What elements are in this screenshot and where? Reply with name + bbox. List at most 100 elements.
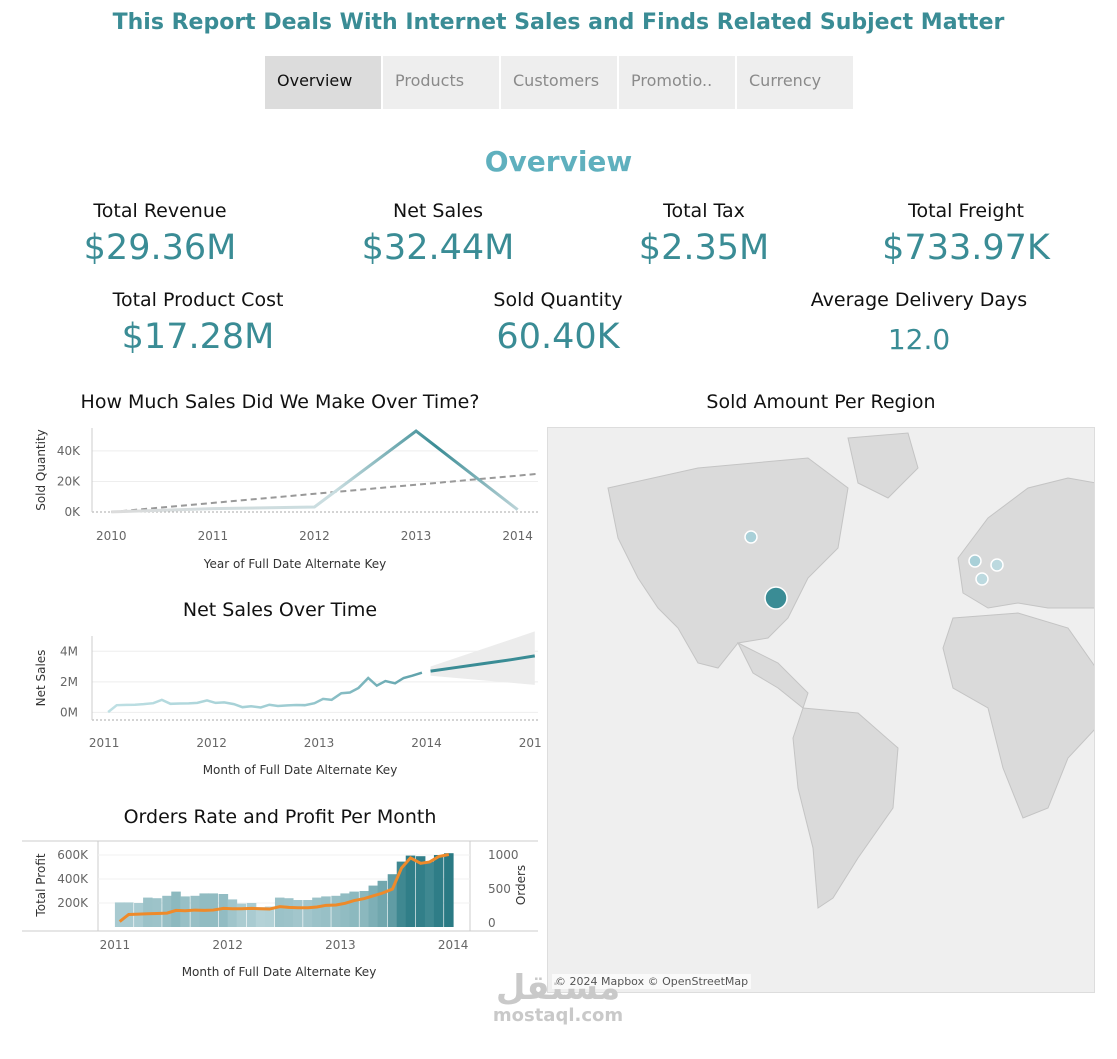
x-tick-label: 2012 xyxy=(299,529,330,543)
region-bubble-germany xyxy=(990,558,1004,572)
kpi-value: 12.0 xyxy=(887,323,951,356)
region-map[interactable] xyxy=(547,427,1095,993)
x-tick-label: 2011 xyxy=(198,529,229,543)
profit-bar xyxy=(349,891,359,927)
trend-line xyxy=(111,472,539,513)
data-point xyxy=(211,507,214,510)
x-axis-label: Month of Full Date Alternate Key xyxy=(203,763,398,777)
profit-bar xyxy=(415,856,426,927)
profit-bar xyxy=(331,895,341,927)
data-point xyxy=(415,430,418,433)
x-tick-label: 2011 xyxy=(100,938,131,952)
central-america-shape xyxy=(736,641,809,709)
forecast-series-line xyxy=(430,654,536,673)
kpi-value: 60.40K xyxy=(496,317,620,357)
kpi-net-sales: Net Sales $32.44M xyxy=(338,200,538,268)
y-tick-label: 600K xyxy=(57,848,89,862)
y-tick-label: 400K xyxy=(57,872,89,886)
map-title: Sold Amount Per Region xyxy=(706,391,936,413)
x-tick-label: 2012 xyxy=(212,938,243,952)
profit-bar xyxy=(114,902,125,927)
kpi-total-tax: Total Tax $2.35M xyxy=(604,200,804,268)
kpi-value: $733.97K xyxy=(882,228,1050,268)
x-tick-label: 2015 xyxy=(519,736,542,750)
profit-bar xyxy=(321,896,331,927)
profit-bar xyxy=(236,903,247,927)
kpi-value: $17.28M xyxy=(121,317,275,357)
south-america-shape xyxy=(792,707,899,909)
x-tick-label: 2010 xyxy=(96,529,127,543)
profit-bar xyxy=(284,898,294,927)
profit-bar xyxy=(293,900,303,927)
x-tick-label: 2014 xyxy=(438,938,469,952)
x-axis-label: Year of Full Date Alternate Key xyxy=(203,557,386,571)
x-tick-label: 2013 xyxy=(401,529,432,543)
sold-quantity-line-chart: 0K 20K 40K 2010 2011 2012 2013 2014 Sold Quantit… xyxy=(34,428,539,571)
sold-quantity-series-line xyxy=(111,429,519,514)
kpi-total-freight: Total Freight $733.97K xyxy=(846,200,1086,268)
kpi-label: Total Tax xyxy=(663,200,745,222)
y-axis-label: Total Profit xyxy=(34,853,48,917)
profit-bar xyxy=(264,906,275,927)
watermark-logo: مستقل mostaql.com xyxy=(488,970,628,1026)
profit-bar xyxy=(359,891,370,927)
profit-bar xyxy=(433,855,444,927)
map-attribution[interactable]: © 2024 Mapbox © OpenStreetMap xyxy=(552,974,752,989)
kpi-value: $32.44M xyxy=(361,228,515,268)
kpi-value: $29.36M xyxy=(83,228,237,268)
y2-tick-label: 500 xyxy=(488,882,511,896)
profit-bar xyxy=(312,897,322,927)
profit-bar xyxy=(255,907,266,927)
kpi-value: $2.35M xyxy=(638,228,770,268)
tab-customers[interactable]: Customers xyxy=(501,56,617,109)
x-tick-label: 2013 xyxy=(304,736,335,750)
watermark-arabic: مستقل xyxy=(495,968,621,1008)
x-axis-label: Month of Full Date Alternate Key xyxy=(182,965,377,979)
profit-bar xyxy=(387,874,398,927)
x-tick-label: 2014 xyxy=(502,529,533,543)
orders-series-line xyxy=(118,853,450,923)
y-tick-label: 2M xyxy=(60,675,78,689)
europe-shape xyxy=(957,477,1094,609)
profit-bar xyxy=(340,893,350,927)
kpi-label: Sold Quantity xyxy=(493,289,623,311)
region-bubble-canada xyxy=(744,530,758,544)
profit-bar xyxy=(377,880,388,927)
profit-bar xyxy=(274,897,285,927)
net-sales-series-line xyxy=(107,671,423,714)
orders-profit-combo-chart: 200K 400K 600K 0 500 1000 2011 2012 2013 2014 Tota… xyxy=(22,840,538,979)
chart-title-net-sales: Net Sales Over Time xyxy=(182,599,378,621)
tab-promotions[interactable]: Promotio.. xyxy=(619,56,735,109)
section-title: Overview xyxy=(484,145,633,178)
data-point xyxy=(110,510,113,513)
data-point xyxy=(516,508,519,511)
watermark-domain: mostaql.com xyxy=(492,1005,624,1026)
x-tick-label: 2014 xyxy=(411,736,442,750)
kpi-label: Total Revenue xyxy=(93,200,227,222)
tab-currency[interactable]: Currency xyxy=(737,56,853,109)
net-sales-line-chart: 0M 2M 4M 2011 2012 2013 2014 2015 Net Sales Month… xyxy=(34,631,542,777)
kpi-total-product-cost: Total Product Cost $17.28M xyxy=(80,289,316,357)
chart-title-sales-over-time: How Much Sales Did We Make Over Time? xyxy=(80,391,480,413)
north-america-shape xyxy=(607,457,849,669)
profit-bar xyxy=(368,885,379,927)
report-title: This Report Deals With Internet Sales an… xyxy=(112,10,1005,35)
y-tick-label: 200K xyxy=(57,896,89,910)
y2-tick-label: 1000 xyxy=(488,848,519,862)
profit-bar xyxy=(227,899,238,927)
kpi-label: Average Delivery Days xyxy=(810,289,1028,311)
greenland-shape xyxy=(847,432,919,499)
kpi-label: Total Freight xyxy=(908,200,1024,222)
profit-bar xyxy=(218,894,229,927)
kpi-label: Total Product Cost xyxy=(112,289,284,311)
africa-shape xyxy=(942,612,1094,819)
y-tick-label: 40K xyxy=(57,444,81,458)
tab-overview[interactable]: Overview xyxy=(265,56,381,109)
y2-tick-label: 0 xyxy=(488,916,496,930)
y-tick-label: 0K xyxy=(64,505,81,519)
region-bubble-united-states xyxy=(764,586,788,610)
profit-bar xyxy=(444,853,454,927)
tab-products[interactable]: Products xyxy=(383,56,499,109)
x-tick-label: 2011 xyxy=(89,736,120,750)
profit-bar xyxy=(162,895,172,927)
